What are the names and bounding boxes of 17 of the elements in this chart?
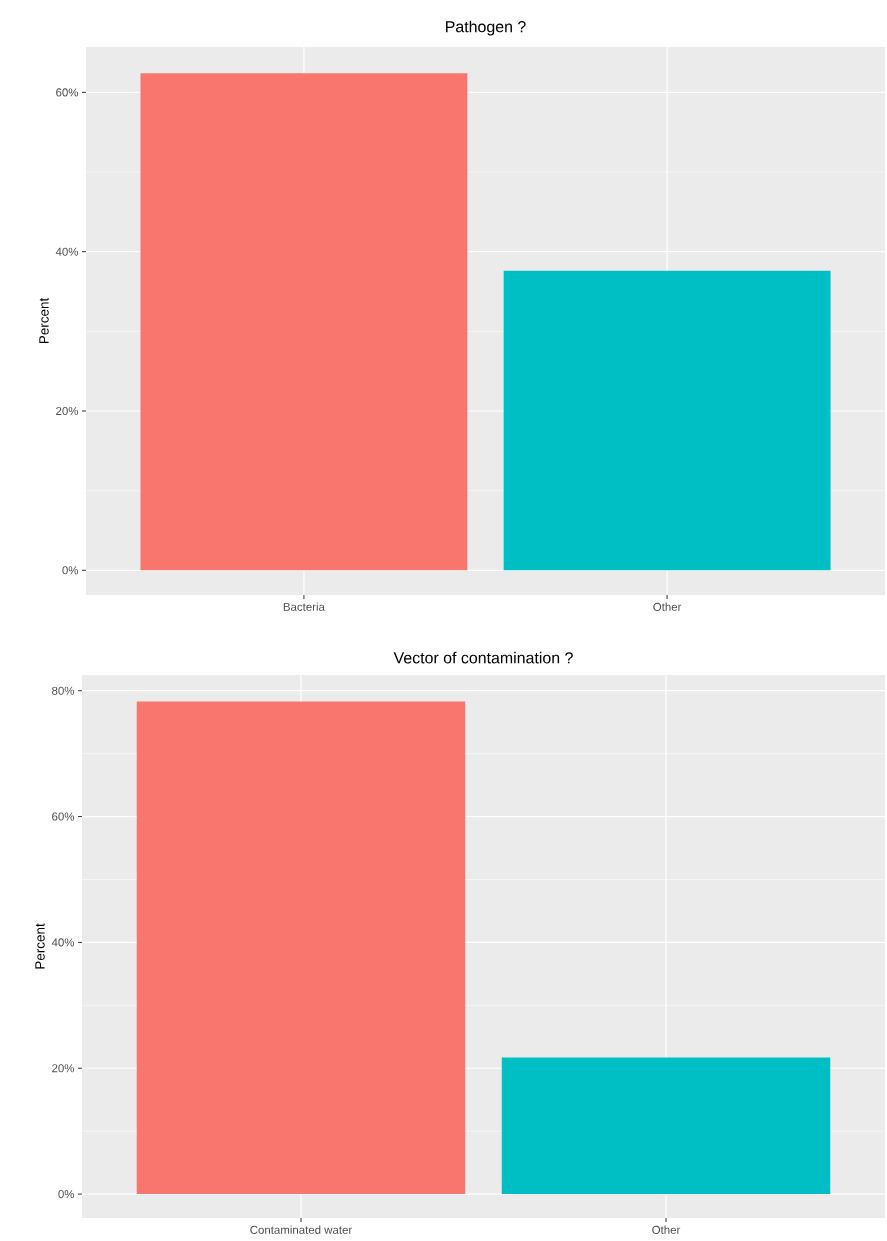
y-tick-label: 40% xyxy=(55,247,79,256)
x-tick-label: Contaminated water xyxy=(250,1225,353,1234)
chart-title: Pathogen ? xyxy=(446,20,526,36)
y-tick-label: 60% xyxy=(52,812,75,821)
y-tick-label: 0% xyxy=(58,1190,75,1199)
y-tick-label: 0% xyxy=(62,566,79,575)
y-tick-label: 80% xyxy=(52,686,75,695)
x-tick-label: Other xyxy=(653,602,682,611)
y-tick-label: 20% xyxy=(52,1064,75,1073)
y-tick-label: 40% xyxy=(51,938,75,947)
y-tick-label: 20% xyxy=(56,406,79,416)
y-axis-title: Percent xyxy=(39,297,49,344)
y-tick-label: 60% xyxy=(56,88,79,97)
x-tick-label: Other xyxy=(652,1225,681,1234)
x-tick-label: Bacteria xyxy=(283,602,325,611)
y-axis-title: Percent xyxy=(35,923,45,969)
chart-title: Vector of contamination ? xyxy=(393,651,573,664)
